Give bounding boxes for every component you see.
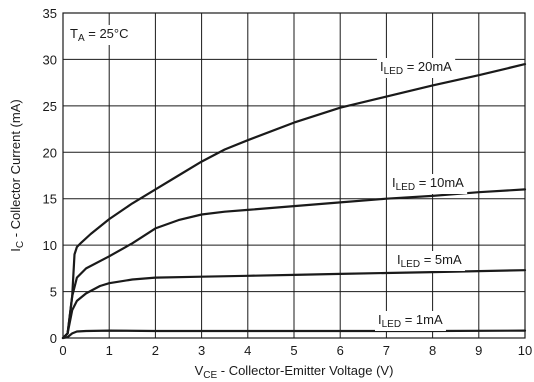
series-label-background xyxy=(375,311,446,331)
condition-label-background xyxy=(67,25,132,45)
x-tick-labels: 0 1 2 3 4 5 6 7 8 9 10 xyxy=(59,343,532,358)
x-tick-label: 0 xyxy=(59,343,66,358)
y-tick-label: 10 xyxy=(43,238,57,253)
x-tick-label: 9 xyxy=(475,343,482,358)
x-tick-label: 8 xyxy=(429,343,436,358)
series-label-10ma: ILED = 10mA xyxy=(392,175,464,193)
x-axis-label: VCE - Collector-Emitter Voltage (V) xyxy=(195,363,394,381)
curves xyxy=(61,62,527,340)
y-tick-label: 0 xyxy=(50,331,57,346)
y-tick-label: 30 xyxy=(43,52,57,67)
x-tick-label: 4 xyxy=(244,343,251,358)
y-tick-labels: 0 5 10 15 20 25 30 35 xyxy=(43,6,57,346)
y-tick-label: 15 xyxy=(43,192,57,207)
series-label-5ma: ILED = 5mA xyxy=(397,252,462,270)
x-tick-label: 10 xyxy=(518,343,532,358)
condition-label: TA = 25°C xyxy=(70,26,129,44)
series-label-background xyxy=(377,58,456,78)
x-tick-label: 1 xyxy=(106,343,113,358)
y-axis-label: IC - Collector Current (mA) xyxy=(8,99,26,251)
x-tick-label: 3 xyxy=(198,343,205,358)
series-label-20ma: ILED = 20mA xyxy=(380,59,452,77)
series-label-background xyxy=(394,251,465,271)
y-tick-label: 20 xyxy=(43,145,57,160)
y-tick-label: 35 xyxy=(43,6,57,21)
x-tick-label: 7 xyxy=(383,343,390,358)
x-tick-label: 2 xyxy=(152,343,159,358)
series-line-2 xyxy=(61,269,527,340)
plot-frame xyxy=(62,12,526,339)
x-tick-label: 5 xyxy=(290,343,297,358)
series-label-1ma: ILED = 1mA xyxy=(378,312,443,330)
series-labels: ILED = 20mA ILED = 10mA ILED = 5mA ILED … xyxy=(375,58,468,331)
y-tick-label: 25 xyxy=(43,99,57,114)
series-line-1 xyxy=(61,188,527,340)
x-tick-label: 6 xyxy=(337,343,344,358)
y-tick-label: 5 xyxy=(50,285,57,300)
series-label-background xyxy=(389,174,468,194)
series-line-3 xyxy=(61,329,527,340)
series-line-0 xyxy=(61,62,527,340)
